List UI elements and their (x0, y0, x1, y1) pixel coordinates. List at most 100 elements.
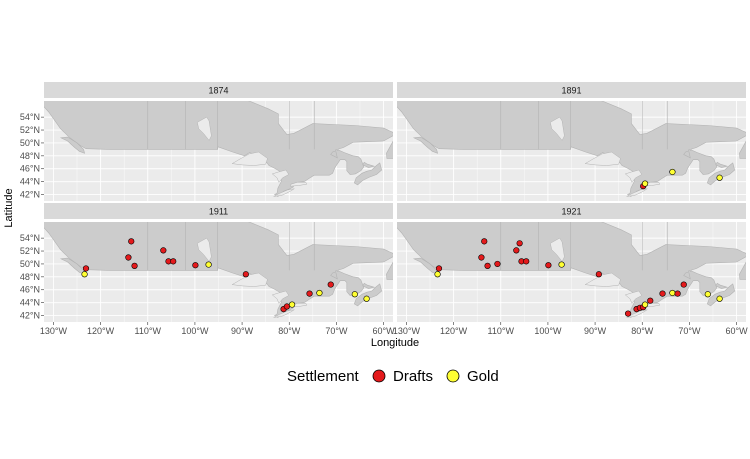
y-tick-label: 44°N (20, 177, 40, 187)
legend-title: Settlement (287, 368, 360, 385)
data-point-drafts (125, 254, 132, 261)
x-tick-label: 130°W (40, 326, 68, 336)
facet-strip (397, 82, 746, 98)
lake-polygon (289, 182, 308, 187)
data-point-gold (351, 291, 358, 298)
basemap (44, 222, 393, 318)
land-polygon (739, 140, 746, 159)
basemap (44, 101, 393, 197)
data-point-drafts (484, 262, 491, 269)
x-tick-label: 120°W (87, 326, 115, 336)
data-point-gold (669, 289, 676, 297)
x-tick-label: 90°W (231, 326, 254, 336)
lake-polygon (550, 116, 565, 141)
y-tick-label: 48°N (20, 272, 40, 282)
facet-panel: 1874 42°N 44°N 46°N 48°N 50°N 52°N 54°N (20, 82, 393, 201)
data-point-gold (716, 295, 723, 302)
data-point-drafts (516, 240, 523, 247)
lake-polygon (550, 237, 565, 262)
data-point-drafts (647, 297, 654, 304)
land-polygon (353, 283, 383, 307)
data-point-gold (716, 174, 723, 181)
land-polygon (715, 282, 729, 289)
x-tick-label: 90°W (584, 326, 607, 336)
lake-polygon (624, 169, 643, 183)
facet-strip (397, 203, 746, 219)
land-polygon (353, 162, 383, 186)
data-point-drafts (624, 310, 632, 317)
lake-polygon (273, 188, 295, 197)
data-point-gold (558, 261, 565, 268)
lake-polygon (197, 237, 212, 262)
x-tick-label: 110°W (135, 326, 162, 336)
land-polygon (397, 101, 746, 197)
lake-polygon (231, 151, 268, 166)
lake-polygon (584, 272, 621, 287)
land-polygon (44, 101, 393, 197)
lake-polygon (271, 290, 290, 304)
land-polygon (412, 136, 439, 154)
basemap (397, 101, 746, 197)
data-point-drafts (128, 238, 135, 245)
data-point-drafts (674, 290, 681, 297)
data-point-drafts (478, 254, 485, 261)
x-tick-label: 80°W (278, 326, 301, 336)
legend-key-drafts (372, 369, 386, 383)
data-point-drafts (160, 247, 167, 254)
data-point-drafts (283, 303, 290, 310)
data-point-gold (641, 301, 649, 308)
data-point-gold (434, 271, 441, 278)
land-polygon (706, 162, 736, 186)
lake-polygon (626, 309, 648, 318)
x-tick-label: 60°W (373, 326, 396, 336)
data-point-drafts (595, 271, 602, 278)
y-tick-label: 52°N (20, 246, 40, 256)
panels-layer: 1874 42°N 44°N 46°N 48°N 50°N 52°N 54°N 1891 1911… (20, 82, 748, 336)
y-tick-label: 42°N (20, 190, 40, 200)
settlement-points (81, 238, 370, 313)
y-tick-label: 54°N (20, 233, 40, 243)
y-tick-label: 50°N (20, 138, 40, 148)
settlement-points (640, 168, 723, 190)
y-tick-label: 50°N (20, 259, 40, 269)
facet-panel: 1891 (397, 82, 746, 201)
x-tick-label: 100°W (181, 326, 209, 336)
data-point-drafts (306, 290, 313, 297)
facet-panel: 1911 130°W 120°W 110°W 100°W 90°W 80°W 70°W 60°W… (20, 203, 396, 336)
lake-polygon (231, 272, 268, 287)
legend-key-gold (446, 369, 460, 383)
land-polygon (706, 283, 736, 307)
x-tick-label: 130°W (393, 326, 421, 336)
x-tick-label: 100°W (534, 326, 562, 336)
data-point-drafts (680, 281, 687, 288)
lake-polygon (197, 116, 212, 141)
land-polygon (386, 261, 393, 280)
data-point-drafts (545, 262, 552, 269)
land-polygon (362, 161, 376, 168)
facet-strip-label: 1891 (561, 86, 581, 96)
lake-polygon (271, 169, 290, 183)
data-point-drafts (170, 258, 177, 265)
legend: Settlement Drafts Gold (287, 368, 499, 385)
y-tick-label: 46°N (20, 285, 40, 295)
data-point-gold (641, 180, 649, 187)
data-point-drafts (523, 258, 530, 265)
facet-strip-label: 1921 (561, 207, 581, 217)
data-point-gold (316, 289, 323, 297)
y-tick-label: 52°N (20, 125, 40, 135)
x-tick-label: 70°W (678, 326, 701, 336)
land-polygon (59, 136, 86, 154)
data-point-drafts (192, 262, 199, 269)
land-polygon (739, 261, 746, 280)
data-point-gold (669, 168, 676, 176)
facet-strip (44, 203, 393, 219)
data-point-drafts (131, 262, 138, 269)
facet-strip (44, 82, 393, 98)
data-point-gold (704, 291, 711, 298)
lake-polygon (626, 188, 648, 197)
data-point-gold (363, 295, 370, 302)
facet-panel: 1921 130°W 120°W 110°W 100°W 90°W 80°W 70°W 60°W (393, 203, 748, 336)
data-point-gold (205, 261, 212, 268)
y-tick-label: 42°N (20, 311, 40, 321)
